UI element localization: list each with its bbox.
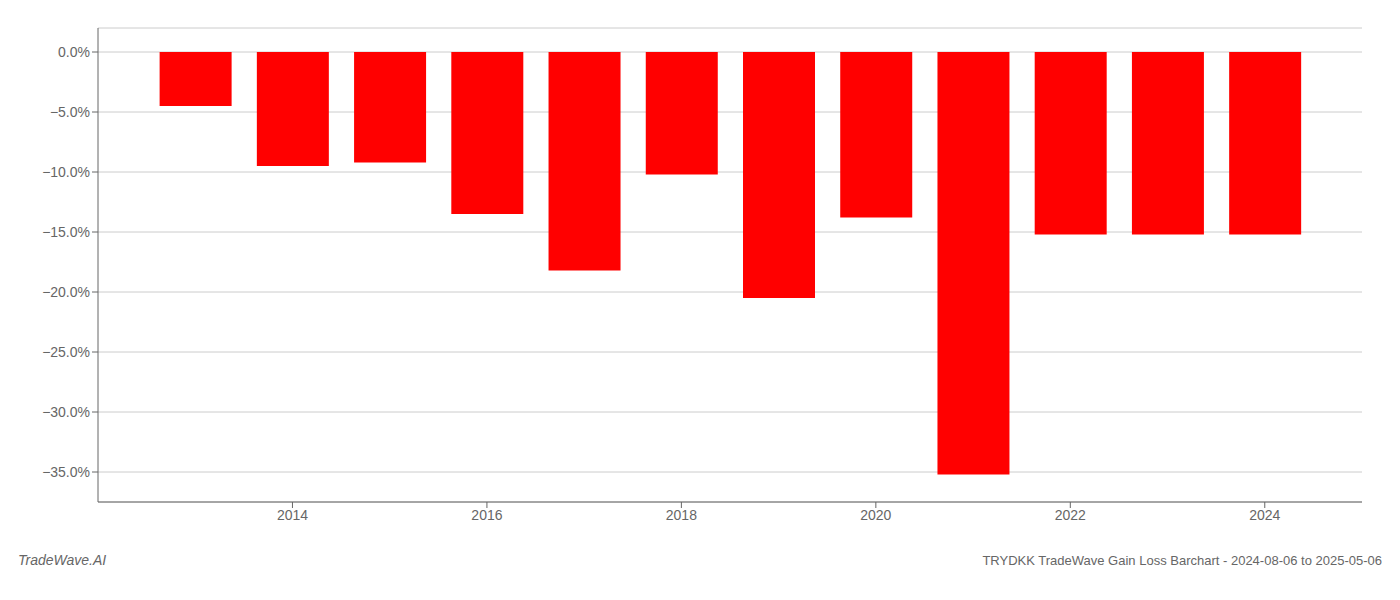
- svg-text:2024: 2024: [1249, 507, 1280, 523]
- svg-text:2022: 2022: [1055, 507, 1086, 523]
- svg-text:−35.0%: −35.0%: [42, 464, 90, 480]
- svg-text:−20.0%: −20.0%: [42, 284, 90, 300]
- svg-text:−25.0%: −25.0%: [42, 344, 90, 360]
- html-text:TradeWave.AI: TradeWave.AI: [18, 552, 107, 568]
- svg-text:2020: 2020: [860, 507, 891, 523]
- svg-text:−10.0%: −10.0%: [42, 164, 90, 180]
- svg-text:2014: 2014: [277, 507, 308, 523]
- svg-text:−15.0%: −15.0%: [42, 224, 90, 240]
- svg-text:0.0%: 0.0%: [58, 44, 90, 60]
- svg-text:2016: 2016: [471, 507, 502, 523]
- svg-text:−30.0%: −30.0%: [42, 404, 90, 420]
- svg-text:−5.0%: −5.0%: [50, 104, 90, 120]
- html-text:TRYDKK TradeWave Gain Loss Bar: TRYDKK TradeWave Gain Loss Barchart - 20…: [982, 553, 1382, 568]
- svg-text:2018: 2018: [666, 507, 697, 523]
